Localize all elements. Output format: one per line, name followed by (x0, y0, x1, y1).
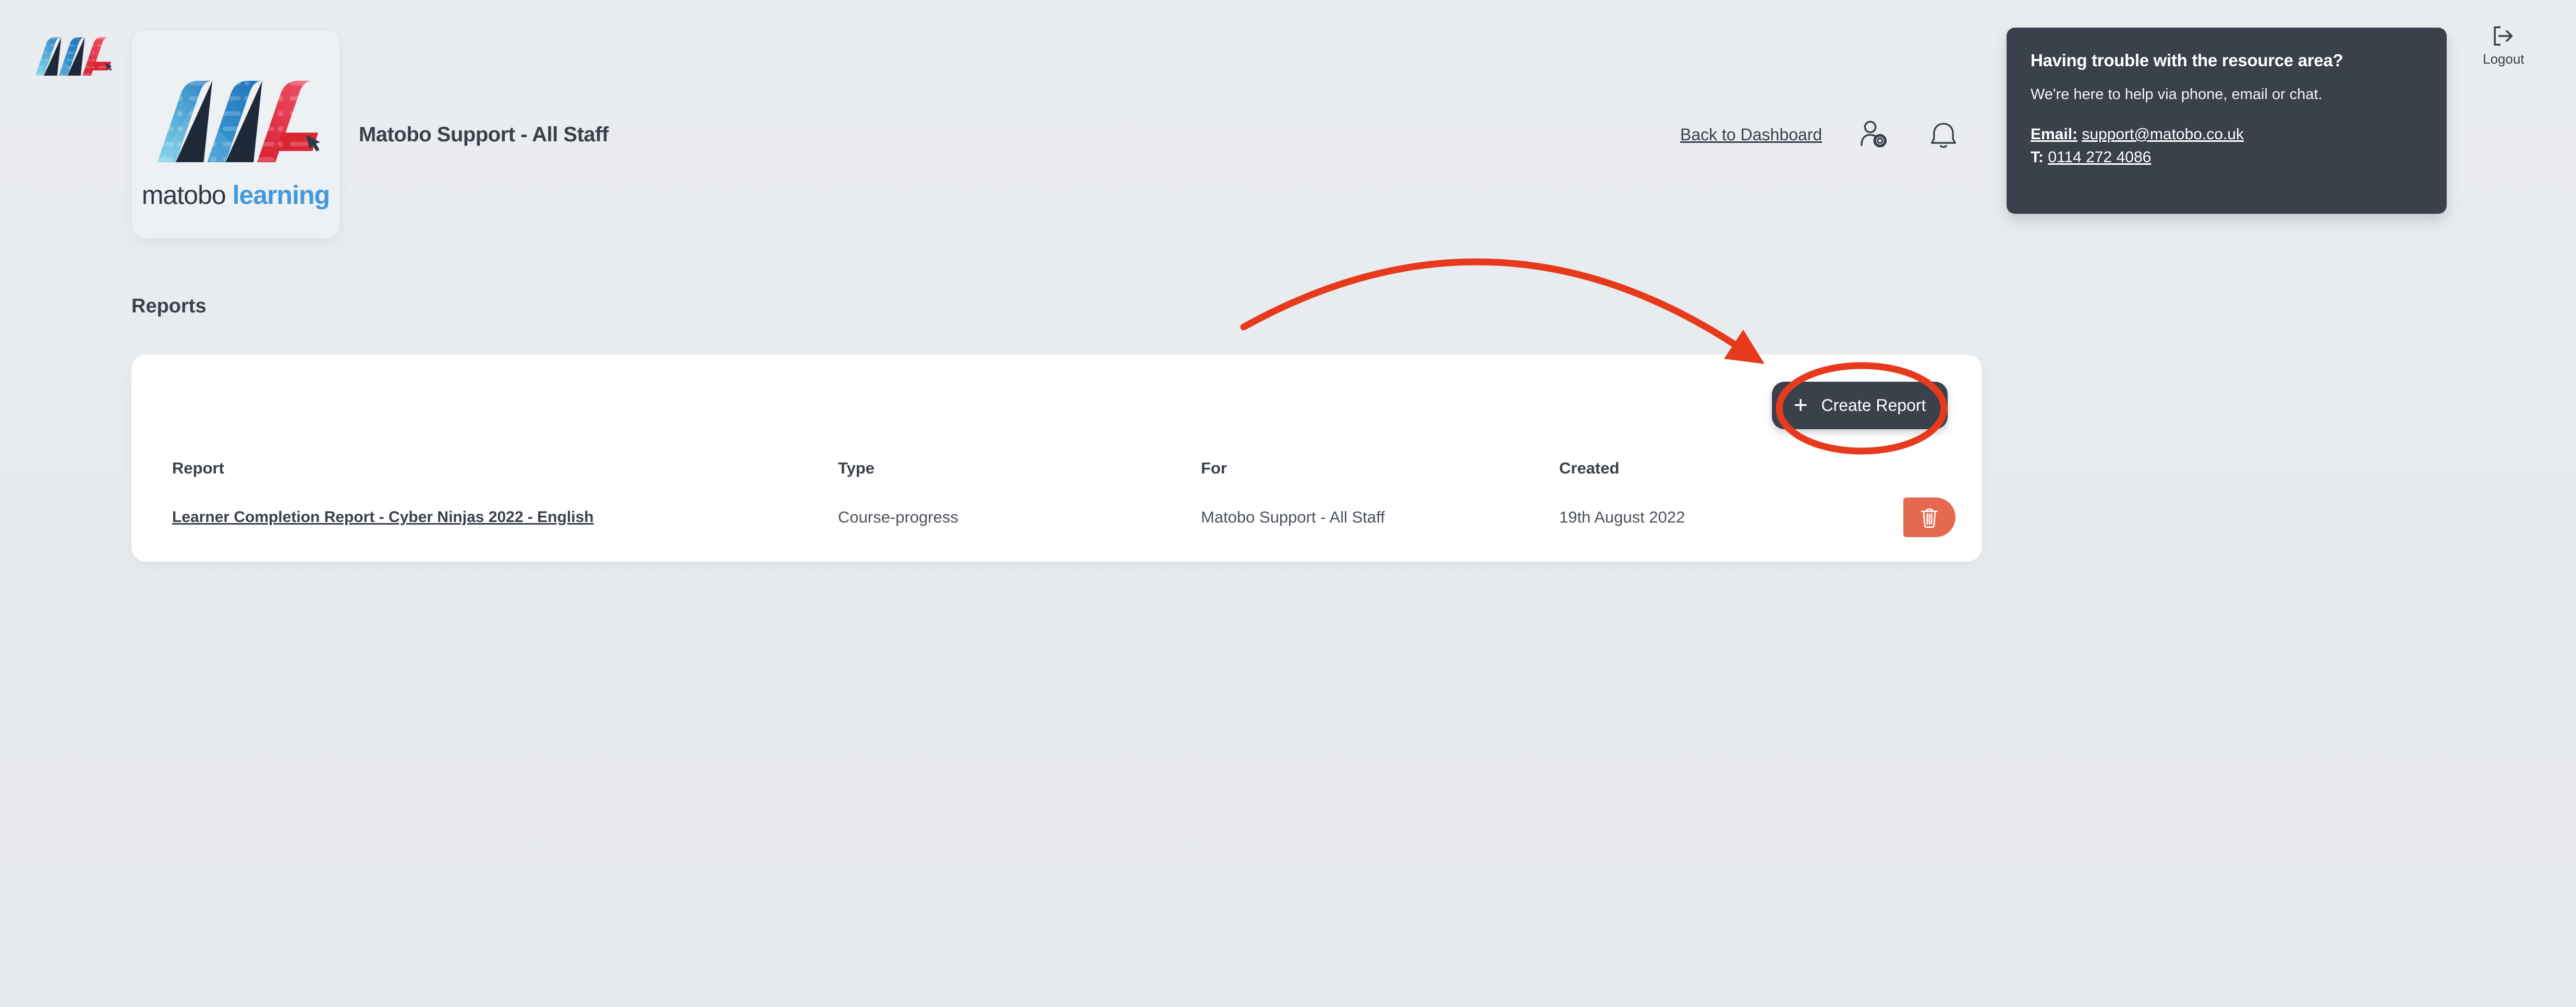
help-email-label: Email: (2031, 126, 2078, 143)
annotation-arrow (1240, 258, 1744, 352)
create-report-button[interactable]: + Create Report (1772, 382, 1948, 429)
logout-icon (2494, 26, 2513, 46)
page-title: Matobo Support - All Staff (359, 123, 609, 146)
column-header-created: Created (1559, 459, 1620, 477)
help-email-line: Email: support@matobo.co.uk (2031, 123, 2423, 146)
back-to-dashboard-link[interactable]: Back to Dashboard (1680, 125, 1822, 144)
brand-wordmark: matobo learning (131, 180, 340, 210)
user-settings-button[interactable] (1858, 119, 1890, 150)
report-type-cell: Course-progress (838, 508, 958, 526)
wordmark-learning: learning (232, 180, 330, 210)
create-report-label: Create Report (1821, 396, 1926, 415)
help-contact: Email: support@matobo.co.uk T: 0114 272 … (2031, 123, 2423, 169)
bell-icon (1931, 123, 1956, 148)
brand-mark-icon (153, 76, 321, 162)
column-header-for: For (1201, 459, 1227, 477)
reports-table: Report Type For Created Learner Completi… (172, 459, 1955, 537)
user-gear-icon (1861, 120, 1887, 148)
help-tooltip: Having trouble with the resource area? W… (2007, 28, 2447, 214)
report-name-link[interactable]: Learner Completion Report - Cyber Ninjas… (172, 508, 594, 526)
logout-button[interactable]: Logout (2473, 25, 2534, 67)
report-for-cell: Matobo Support - All Staff (1201, 508, 1385, 526)
column-header-type: Type (838, 459, 875, 477)
column-header-report: Report (172, 459, 224, 477)
help-phone-label: T: (2031, 149, 2044, 166)
help-email-link[interactable]: support@matobo.co.uk (2082, 126, 2244, 143)
corner-logo-icon (33, 30, 113, 80)
notifications-button[interactable] (1929, 120, 1958, 149)
delete-report-button[interactable] (1903, 498, 1955, 537)
wordmark-matobo: matobo (141, 180, 226, 210)
table-row: Learner Completion Report - Cyber Ninjas… (172, 498, 1955, 537)
report-created-cell: 19th August 2022 (1559, 508, 1685, 526)
logout-label: Logout (2483, 51, 2524, 67)
help-phone-line: T: 0114 272 4086 (2031, 146, 2423, 169)
trash-icon (1921, 508, 1938, 528)
help-body: We're here to help via phone, email or c… (2031, 86, 2323, 103)
help-phone-link[interactable]: 0114 272 4086 (2048, 149, 2152, 166)
table-header-row: Report Type For Created (172, 459, 1955, 478)
reports-card: + Create Report Report Type For Created … (131, 355, 1982, 562)
brand-logo-card: matobo learning (131, 30, 340, 238)
help-heading: Having trouble with the resource area? (2031, 51, 2343, 70)
reports-section-title: Reports (131, 295, 206, 317)
